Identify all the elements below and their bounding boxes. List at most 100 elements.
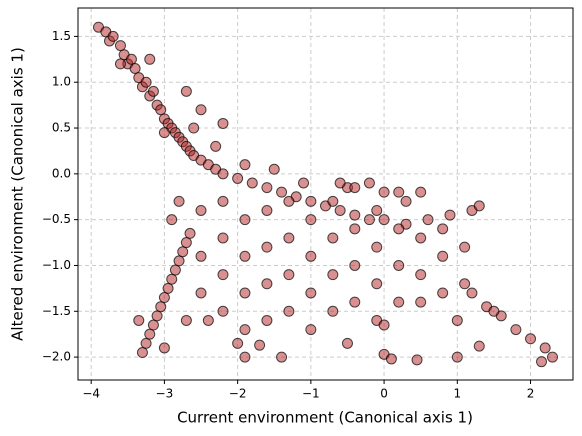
point xyxy=(488,305,500,317)
point xyxy=(349,296,361,308)
point xyxy=(305,287,317,299)
point xyxy=(363,214,375,226)
point xyxy=(378,186,390,198)
points xyxy=(93,21,558,368)
point xyxy=(525,333,537,345)
point xyxy=(276,186,288,198)
point xyxy=(217,232,229,244)
y-tick-label: 0.5 xyxy=(52,121,71,135)
point xyxy=(444,209,456,221)
point xyxy=(371,241,383,253)
point xyxy=(144,53,156,65)
point xyxy=(195,287,207,299)
point xyxy=(125,53,137,65)
y-tick-label: −1.0 xyxy=(42,258,71,272)
point xyxy=(217,269,229,281)
point xyxy=(147,319,159,331)
point xyxy=(466,287,478,299)
point xyxy=(276,351,288,363)
point xyxy=(162,282,174,294)
point xyxy=(415,232,427,244)
point xyxy=(415,296,427,308)
point xyxy=(239,287,251,299)
point xyxy=(536,356,548,368)
point xyxy=(459,241,471,253)
point xyxy=(217,195,229,207)
point xyxy=(133,314,145,326)
point xyxy=(169,264,181,276)
point xyxy=(158,127,170,139)
point xyxy=(437,250,449,262)
point xyxy=(158,292,170,304)
point xyxy=(305,195,317,207)
x-tick-label: −2 xyxy=(229,387,247,401)
point xyxy=(327,232,339,244)
point xyxy=(129,62,141,74)
point xyxy=(239,214,251,226)
point xyxy=(195,204,207,216)
point xyxy=(210,140,222,152)
point xyxy=(393,186,405,198)
point xyxy=(393,296,405,308)
point xyxy=(202,314,214,326)
point xyxy=(232,172,244,184)
point xyxy=(283,305,295,317)
point xyxy=(195,104,207,116)
point xyxy=(334,204,346,216)
point xyxy=(147,85,159,97)
point xyxy=(195,250,207,262)
point xyxy=(283,195,295,207)
point xyxy=(437,223,449,235)
y-tick-label: 1.0 xyxy=(52,75,71,89)
point xyxy=(283,232,295,244)
y-tick-label: −0.5 xyxy=(42,212,71,226)
point xyxy=(400,195,412,207)
point xyxy=(437,287,449,299)
point xyxy=(239,159,251,171)
point xyxy=(239,351,251,363)
point xyxy=(305,324,317,336)
point xyxy=(180,85,192,97)
point xyxy=(140,337,152,349)
point xyxy=(217,305,229,317)
point xyxy=(177,246,189,258)
point xyxy=(327,195,339,207)
axes-frame xyxy=(77,7,574,381)
point xyxy=(261,241,273,253)
point xyxy=(363,177,375,189)
y-tick-label: 0.0 xyxy=(52,166,71,180)
point xyxy=(283,269,295,281)
point xyxy=(166,214,178,226)
point xyxy=(173,195,185,207)
point xyxy=(144,328,156,340)
point xyxy=(334,177,346,189)
point xyxy=(254,339,266,351)
point xyxy=(546,351,558,363)
point xyxy=(341,337,353,349)
point xyxy=(232,337,244,349)
grid xyxy=(78,8,573,380)
point xyxy=(327,305,339,317)
point xyxy=(166,273,178,285)
point xyxy=(298,177,310,189)
point xyxy=(155,301,167,313)
point xyxy=(451,351,463,363)
point xyxy=(217,168,229,180)
point xyxy=(136,347,148,359)
point xyxy=(239,250,251,262)
point xyxy=(473,200,485,212)
point xyxy=(239,324,251,336)
point xyxy=(378,319,390,331)
point xyxy=(180,314,192,326)
point xyxy=(411,354,423,366)
point xyxy=(349,259,361,271)
point xyxy=(349,223,361,235)
y-tick-label: −2.0 xyxy=(42,350,71,364)
point xyxy=(510,324,522,336)
point xyxy=(261,314,273,326)
point xyxy=(305,250,317,262)
point xyxy=(107,30,119,42)
point xyxy=(158,342,170,354)
point xyxy=(246,177,258,189)
point xyxy=(114,40,126,52)
